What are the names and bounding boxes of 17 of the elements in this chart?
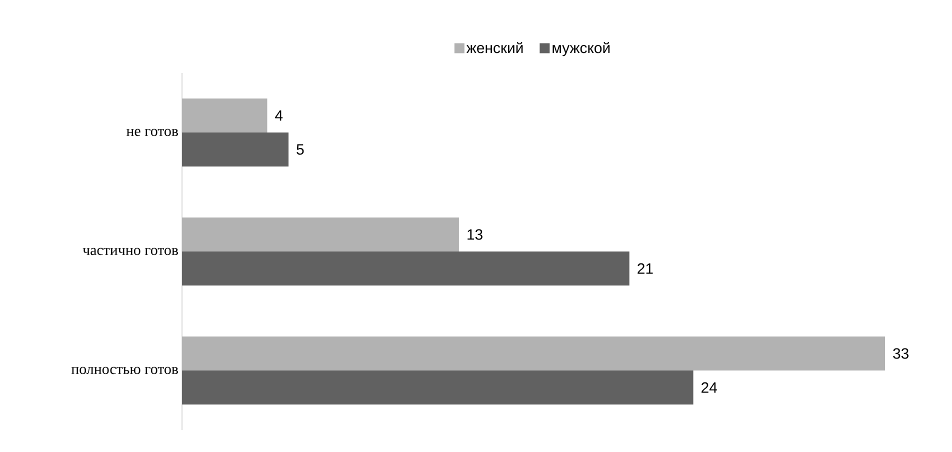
bar: [182, 251, 630, 286]
bar: [182, 336, 886, 370]
legend-label: мужской: [552, 42, 610, 56]
bar: [182, 132, 289, 166]
y-tick-label: полностью готов: [71, 366, 178, 374]
data-label: 33: [893, 348, 908, 359]
data-label: 4: [275, 110, 283, 121]
bar: [182, 217, 459, 252]
data-label: 5: [296, 144, 304, 155]
data-label: 13: [468, 229, 482, 240]
data-label: 24: [702, 382, 717, 393]
bar: [182, 98, 268, 132]
data-label: 21: [638, 263, 653, 274]
y-tick-label: частично готов: [82, 248, 178, 256]
bar: [182, 370, 694, 404]
y-tick-label: не готов: [126, 128, 178, 136]
legend-label: женский: [466, 42, 523, 54]
